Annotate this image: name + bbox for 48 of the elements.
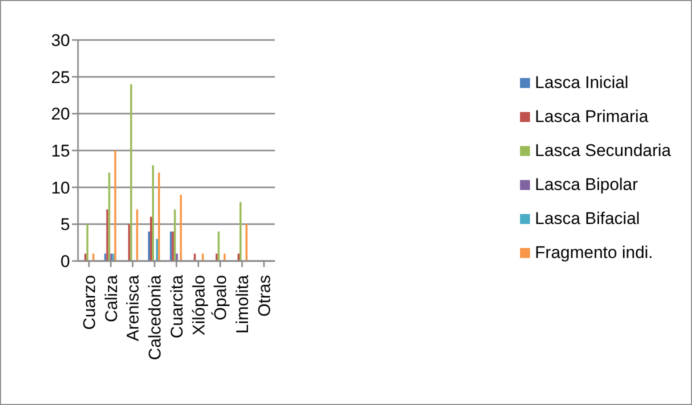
y-tick-label: 30 <box>51 31 70 50</box>
legend-label: Lasca Bifacial <box>534 209 640 229</box>
y-tick-label: 0 <box>60 252 70 272</box>
bar <box>202 254 204 261</box>
y-tick-label: 5 <box>60 215 70 234</box>
x-tick-label: Arenisca <box>124 274 143 342</box>
bar <box>246 224 248 261</box>
bar <box>224 254 226 261</box>
bar <box>148 232 150 261</box>
bar <box>128 224 130 261</box>
bar <box>130 84 132 261</box>
bar <box>156 238 158 261</box>
bar <box>218 232 220 261</box>
bar <box>238 254 240 261</box>
bar <box>158 172 160 261</box>
y-tick-label: 25 <box>51 68 70 87</box>
legend-label: Fragmento indi. <box>534 243 654 263</box>
bar <box>174 209 176 261</box>
bar <box>194 254 196 261</box>
bar <box>108 172 110 261</box>
x-tick-label: Otras <box>254 275 274 317</box>
bar <box>152 165 154 261</box>
x-tick-label: Ópalo <box>211 275 230 320</box>
legend-label: Lasca Primaria <box>534 107 648 127</box>
bar <box>86 224 88 261</box>
bar <box>240 202 242 261</box>
x-tick-label: Caliza <box>102 274 121 322</box>
legend-label: Lasca Secundaria <box>534 141 671 161</box>
x-tick-label: Cuarcita <box>167 274 186 338</box>
y-tick-label: 20 <box>51 104 70 124</box>
bar <box>106 209 108 261</box>
x-tick-label: Limolita <box>233 274 252 334</box>
x-tick-label: Xilópalo <box>189 275 208 336</box>
x-tick-label: Calcedonia <box>146 274 165 360</box>
bar <box>136 209 138 261</box>
legend-label: Lasca Bipolar <box>534 175 638 195</box>
x-tick-label: Cuarzo <box>80 275 99 330</box>
bar <box>114 150 116 261</box>
bar <box>180 194 182 261</box>
bar <box>216 254 218 261</box>
bar <box>92 254 94 261</box>
bar <box>150 216 152 261</box>
y-tick-label: 10 <box>51 178 70 198</box>
bar <box>176 254 178 261</box>
bar <box>84 254 86 261</box>
y-tick-label: 15 <box>51 142 70 161</box>
bar <box>104 254 106 261</box>
legend-label: Lasca Inicial <box>534 73 628 93</box>
